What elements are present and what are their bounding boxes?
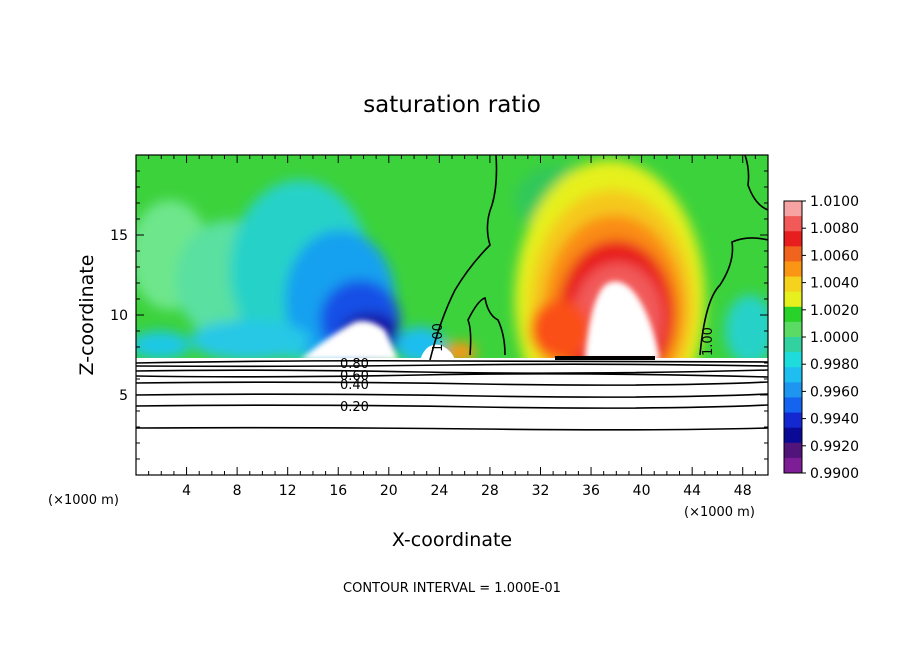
contour-line bbox=[136, 373, 768, 378]
colorbar-swatch bbox=[784, 352, 802, 368]
contour-label: 1.00 bbox=[701, 327, 716, 356]
colorbar-swatch bbox=[784, 382, 802, 398]
x-tick-label: 8 bbox=[233, 483, 242, 499]
x-tick-label: 4 bbox=[182, 483, 191, 499]
y-tick-label: 15 bbox=[110, 228, 128, 244]
contour-line bbox=[136, 369, 768, 374]
colorbar-label: 1.0020 bbox=[810, 303, 859, 319]
y-axis-label: Z-coordinate bbox=[76, 255, 98, 376]
colorbar-swatch bbox=[784, 261, 802, 278]
contour-line-1-00 bbox=[744, 155, 768, 211]
colorbar-swatch bbox=[784, 457, 802, 474]
colorbar-label: 0.9960 bbox=[810, 384, 859, 400]
contour-line bbox=[136, 404, 768, 409]
contour-label: 0.20 bbox=[340, 400, 369, 415]
colorbar-swatch bbox=[784, 442, 802, 459]
x-tick-label: 40 bbox=[633, 483, 651, 499]
colorbar-swatch bbox=[784, 397, 802, 414]
field-blob bbox=[725, 295, 768, 365]
x-unit-left: (×1000 m) bbox=[48, 493, 119, 508]
contour-labels: 0.80 0.60 0.40 0.20 1.00 1.00 bbox=[340, 323, 716, 415]
x-tick-label: 36 bbox=[582, 483, 600, 499]
contour-lines bbox=[136, 155, 768, 431]
colorbar-swatch bbox=[784, 306, 802, 323]
contour-label: 0.40 bbox=[340, 378, 369, 393]
colorbar-label: 1.0060 bbox=[810, 248, 859, 264]
colorbar-swatch bbox=[784, 337, 802, 353]
x-unit-right: (×1000 m) bbox=[684, 505, 755, 520]
colorbar-swatch bbox=[784, 367, 802, 383]
colorbar: 1.0100 1.0080 1.0060 1.0040 1.0020 1.0000 0.99… bbox=[783, 194, 859, 482]
blank-region bbox=[585, 281, 660, 360]
colorbar-swatch bbox=[784, 412, 802, 429]
x-tick-label: 12 bbox=[279, 483, 297, 499]
x-axis: 4 8 12 16 20 24 28 32 36 40 44 48 bbox=[148, 155, 756, 499]
x-tick-label: 24 bbox=[430, 483, 448, 499]
x-tick-label: 44 bbox=[683, 483, 701, 499]
contour-line bbox=[136, 363, 768, 368]
colorbar-swatch bbox=[784, 201, 802, 217]
colorbar-swatch bbox=[784, 246, 802, 262]
contour-label: 0.80 bbox=[340, 357, 369, 372]
contour-line bbox=[136, 359, 768, 364]
contour-line-1-00 bbox=[467, 296, 506, 356]
colorbar-swatch bbox=[784, 231, 802, 247]
field-blob bbox=[136, 331, 190, 359]
colorbar-label: 0.9980 bbox=[810, 357, 859, 373]
field-blob bbox=[190, 320, 310, 360]
contour-line bbox=[136, 393, 768, 398]
y-tick-label: 5 bbox=[119, 388, 128, 404]
blank-region bbox=[300, 321, 398, 360]
colorbar-label: 1.0100 bbox=[810, 194, 859, 210]
colorbar-label: 1.0080 bbox=[810, 221, 859, 237]
colorbar-label: 0.9920 bbox=[810, 439, 859, 455]
heatmap-field bbox=[136, 155, 768, 475]
colorbar-swatch bbox=[784, 291, 802, 308]
x-tick-label: 16 bbox=[329, 483, 347, 499]
y-axis: 5 10 15 bbox=[110, 170, 768, 460]
colorbar-label: 1.0040 bbox=[810, 276, 859, 292]
x-tick-label: 48 bbox=[734, 483, 752, 499]
y-tick-label: 10 bbox=[110, 308, 128, 324]
colorbar-label: 0.9940 bbox=[810, 412, 859, 428]
colorbar-swatch bbox=[784, 216, 802, 232]
contour-label: 0.60 bbox=[340, 369, 369, 384]
contour-line-1-00 bbox=[699, 237, 768, 356]
contour-line-1-00 bbox=[429, 155, 498, 361]
x-tick-label: 28 bbox=[481, 483, 499, 499]
contour-interval-note: CONTOUR INTERVAL = 1.000E-01 bbox=[343, 581, 561, 596]
colorbar-label: 0.9900 bbox=[810, 466, 859, 482]
colorbar-swatch bbox=[784, 427, 802, 444]
contour-line bbox=[136, 381, 768, 386]
colorbar-label: 1.0000 bbox=[810, 330, 859, 346]
contour-line bbox=[136, 426, 768, 431]
field-blob bbox=[530, 300, 590, 360]
chart-title: saturation ratio bbox=[363, 92, 541, 118]
x-axis-label: X-coordinate bbox=[392, 529, 512, 551]
colorbar-swatch bbox=[784, 321, 802, 338]
blank-region bbox=[420, 344, 455, 360]
colorbar-swatch bbox=[784, 276, 802, 293]
x-tick-label: 32 bbox=[532, 483, 550, 499]
contour-label: 1.00 bbox=[431, 323, 446, 352]
x-tick-label: 20 bbox=[380, 483, 398, 499]
